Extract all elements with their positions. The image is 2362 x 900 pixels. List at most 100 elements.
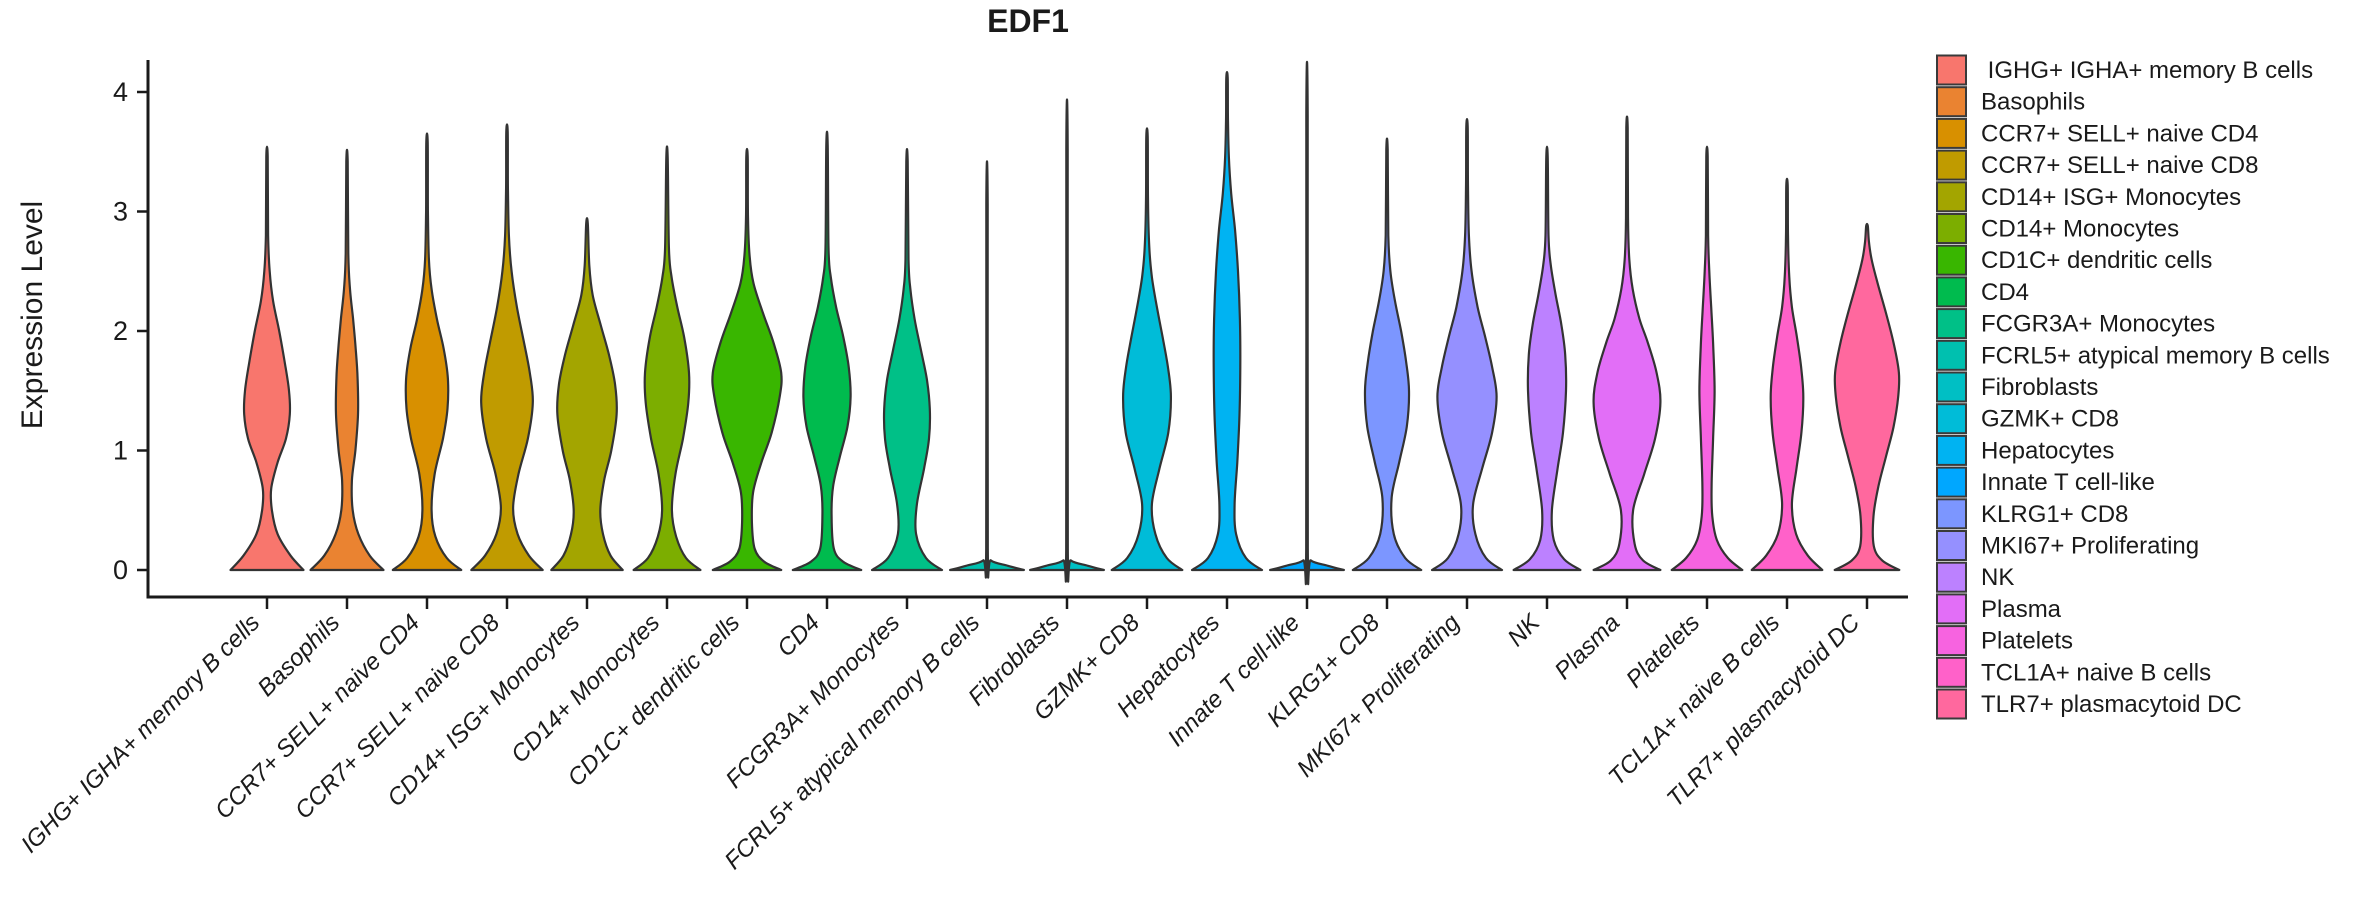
legend-item: NK <box>1936 561 2014 593</box>
violin-series-group <box>229 61 1901 585</box>
violin-klrg1-cd8 <box>1351 137 1423 572</box>
legend-swatch <box>1936 625 1967 657</box>
legend-label: IGHG+ IGHA+ memory B cells <box>1981 57 2313 84</box>
legend-label: TCL1A+ naive B cells <box>1981 659 2211 686</box>
y-tick-label: 3 <box>113 197 128 227</box>
legend-item: CD1C+ dendritic cells <box>1936 244 2212 276</box>
legend-swatch <box>1936 466 1967 498</box>
x-category-label: NK <box>1503 608 1546 651</box>
x-category-label: CD4 <box>772 609 825 662</box>
x-category-labels: IGHG+ IGHA+ memory B cellsBasophilsCCR7+… <box>16 608 1866 874</box>
legend-label: TLR7+ plasmacytoid DC <box>1981 691 2242 718</box>
legend-item: Hepatocytes <box>1936 434 2114 466</box>
legend-swatch <box>1936 54 1967 86</box>
legend-item: Fibroblasts <box>1936 371 2098 403</box>
y-tick-label: 1 <box>113 436 128 466</box>
legend-item: FCRL5+ atypical memory B cells <box>1936 339 2330 371</box>
legend-swatch <box>1936 308 1967 340</box>
legend: IGHG+ IGHA+ memory B cells Basophils CCR7+… <box>1936 54 2330 720</box>
legend-item: Plasma <box>1936 593 2062 625</box>
violin-platelets <box>1670 145 1744 572</box>
legend-item: Platelets <box>1936 625 2073 657</box>
legend-label: Basophils <box>1981 89 2085 116</box>
violin-tlr7-plasmacytoid-dc <box>1833 222 1901 572</box>
legend-swatch <box>1936 656 1967 688</box>
violin-fcgr3a-monocytes <box>870 147 944 572</box>
legend-swatch <box>1936 149 1967 181</box>
legend-swatch <box>1936 339 1967 371</box>
legend-label: CD14+ ISG+ Monocytes <box>1981 184 2241 211</box>
legend-item: Basophils <box>1936 86 2085 118</box>
legend-swatch <box>1936 117 1967 149</box>
legend-item: CCR7+ SELL+ naive CD8 <box>1936 149 2258 181</box>
violin-plasma <box>1592 115 1662 572</box>
violin-ccr7-sell-naive-cd8 <box>470 123 544 572</box>
legend-swatch <box>1936 181 1967 213</box>
x-category-label: Platelets <box>1621 609 1705 693</box>
legend-item: CCR7+ SELL+ naive CD4 <box>1936 117 2258 149</box>
legend-label: MKI67+ Proliferating <box>1981 533 2199 560</box>
x-category-label: Plasma <box>1550 609 1626 685</box>
legend-item: CD14+ ISG+ Monocytes <box>1936 181 2241 213</box>
y-tick-label: 4 <box>113 77 128 107</box>
legend-swatch <box>1936 276 1967 308</box>
legend-item: MKI67+ Proliferating <box>1936 530 2199 561</box>
legend-item: FCGR3A+ Monocytes <box>1936 308 2215 340</box>
chart-title: EDF1 <box>987 3 1069 39</box>
violin-fibroblasts <box>1029 98 1105 583</box>
legend-label: CD1C+ dendritic cells <box>1981 247 2212 274</box>
violin-hepatocytes <box>1190 71 1264 572</box>
legend-label: Hepatocytes <box>1981 437 2114 464</box>
y-tick-labels: 0 1 2 3 4 <box>113 77 128 585</box>
legend-swatch <box>1936 403 1967 435</box>
y-tick-label: 2 <box>113 316 128 346</box>
legend-label: Fibroblasts <box>1981 374 2098 401</box>
legend-swatch <box>1936 593 1967 625</box>
legend-label: CCR7+ SELL+ naive CD4 <box>1981 120 2258 147</box>
violin-tcl1a-naive-b-cells <box>1750 177 1824 572</box>
violin-cd1c-dendritic-cells <box>711 147 783 572</box>
legend-swatch <box>1936 530 1967 561</box>
legend-label: GZMK+ CD8 <box>1981 406 2119 433</box>
x-category-label: MKI67+ Proliferating <box>1292 609 1466 783</box>
legend-swatch <box>1936 434 1967 466</box>
violin-ighg-igha-memory-b-cells <box>229 145 305 572</box>
violin-mki67-proliferating <box>1430 117 1504 572</box>
violin-gzmk-cd8 <box>1110 127 1184 572</box>
legend-swatch <box>1936 244 1967 276</box>
legend-label: Plasma <box>1981 596 2062 623</box>
violin-cd14-isg-monocytes <box>550 217 624 572</box>
violin-fcrl5-atypical-memory-b-cells <box>949 160 1025 579</box>
y-axis-title: Expression Level <box>16 201 49 429</box>
legend-label: FCGR3A+ Monocytes <box>1981 311 2215 338</box>
violin-nk <box>1512 145 1582 572</box>
legend-swatch <box>1936 86 1967 118</box>
violin-cd14-monocytes <box>632 145 702 572</box>
legend-label: FCRL5+ atypical memory B cells <box>1981 342 2330 369</box>
legend-item: KLRG1+ CD8 <box>1936 498 2128 530</box>
legend-swatch <box>1936 561 1967 593</box>
legend-swatch <box>1936 498 1967 530</box>
legend-swatch <box>1936 371 1967 403</box>
legend-item: IGHG+ IGHA+ memory B cells <box>1936 54 2313 86</box>
violin-ccr7-sell-naive-cd4 <box>391 132 463 572</box>
violin-cd4 <box>791 130 863 572</box>
legend-item: Innate T cell-like <box>1936 466 2155 498</box>
y-tick-label: 0 <box>113 555 128 585</box>
violin-innate-t-cell-like <box>1269 61 1345 585</box>
legend-swatch <box>1936 688 1967 720</box>
legend-label: KLRG1+ CD8 <box>1981 501 2128 528</box>
legend-label: Innate T cell-like <box>1981 469 2155 496</box>
legend-item: GZMK+ CD8 <box>1936 403 2119 435</box>
legend-item: CD14+ Monocytes <box>1936 213 2179 244</box>
legend-item: TLR7+ plasmacytoid DC <box>1936 688 2242 720</box>
legend-swatch <box>1936 213 1967 244</box>
legend-item: CD4 <box>1936 276 2029 308</box>
violin-basophils <box>309 148 385 572</box>
legend-label: CD4 <box>1981 279 2029 306</box>
axes-group <box>137 60 1908 609</box>
legend-item: TCL1A+ naive B cells <box>1936 656 2211 688</box>
legend-label: Platelets <box>1981 628 2073 655</box>
legend-label: NK <box>1981 564 2014 591</box>
